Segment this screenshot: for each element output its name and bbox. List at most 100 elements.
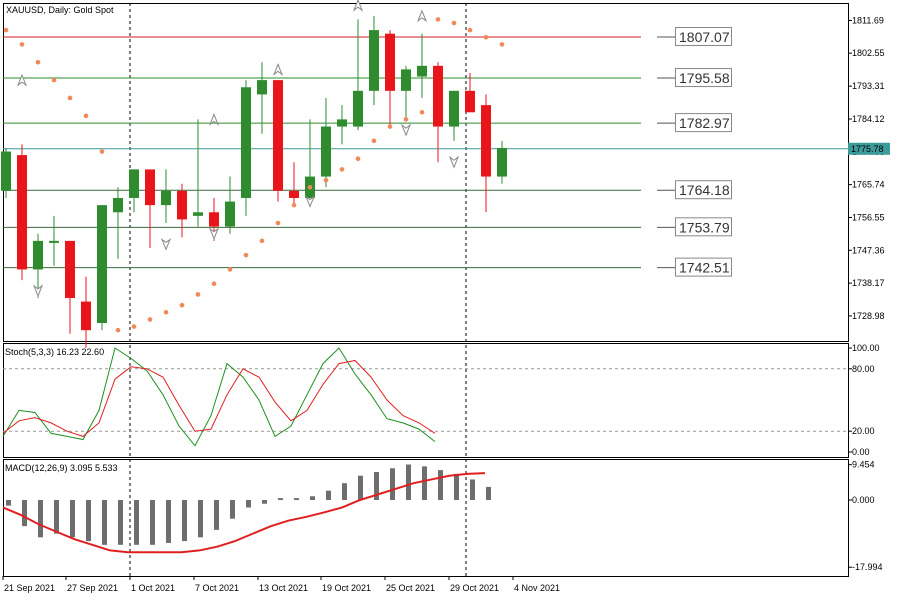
sar-dot xyxy=(499,42,505,47)
bull-candle xyxy=(225,201,235,227)
bull-candle xyxy=(497,147,507,177)
bull-candle xyxy=(241,87,251,198)
bear-candle xyxy=(65,240,75,299)
macd-histogram-bar xyxy=(278,498,283,500)
bear-candle xyxy=(273,80,283,191)
macd-histogram-bar xyxy=(326,490,331,500)
macd-histogram-bar xyxy=(102,500,107,545)
symbol-label: XAUUSD, Daily: Gold Spot xyxy=(6,5,114,15)
macd-histogram-bar xyxy=(182,500,187,542)
stoch-signal-line xyxy=(2,359,436,437)
bull-candle xyxy=(353,90,363,127)
stoch-tick-label: 80.00 xyxy=(852,364,875,374)
level-label-box xyxy=(675,180,732,200)
macd-histogram-bar xyxy=(470,479,475,500)
bull-candle xyxy=(129,169,139,198)
bull-candle xyxy=(193,212,203,216)
bull-candle xyxy=(1,151,11,191)
stoch-main-line xyxy=(2,347,436,447)
macd-label: MACD(12,26,9) 3.095 5.533 xyxy=(5,463,118,473)
symbol-label-bg xyxy=(4,4,100,15)
stoch-tick-label: 20.00 xyxy=(852,426,875,436)
level-label: 1764.18 xyxy=(679,182,730,198)
current-price-tag xyxy=(848,142,890,155)
bull-candle xyxy=(257,80,267,95)
stoch-tick-label: 100.00 xyxy=(852,343,880,353)
sar-dot xyxy=(275,220,281,226)
fractal-up-arrow xyxy=(16,73,28,87)
price-tick-label: 1802.55 xyxy=(852,48,885,58)
level-label-box xyxy=(675,113,732,133)
sar-dot xyxy=(35,59,41,65)
current-price-label: 1775.78 xyxy=(851,144,884,154)
macd-histogram-bar xyxy=(230,500,235,519)
bear-candle xyxy=(465,90,475,113)
sar-dot xyxy=(195,292,201,297)
sar-dot xyxy=(371,138,377,144)
date-tick-label: 25 Oct 2021 xyxy=(386,583,435,593)
bear-candle xyxy=(481,105,491,177)
sar-dot xyxy=(483,34,489,40)
sar-dot xyxy=(179,302,185,308)
fractal-up-arrow xyxy=(352,0,364,12)
macd-histogram-bar xyxy=(38,500,43,538)
level-label-box xyxy=(675,68,732,88)
fractal-down-arrow xyxy=(160,237,172,251)
price-tick-label: 1765.74 xyxy=(852,180,885,190)
sar-dot xyxy=(67,95,73,101)
date-tick-label: 27 Sep 2021 xyxy=(67,583,118,593)
price-tick-label: 1747.36 xyxy=(852,245,885,255)
sar-dot xyxy=(467,27,473,33)
sar-dot xyxy=(99,149,105,154)
bear-candle xyxy=(177,190,187,220)
sar-dot xyxy=(323,177,329,183)
bull-candle xyxy=(113,197,123,213)
level-label: 1742.51 xyxy=(679,260,730,276)
macd-histogram-bar xyxy=(422,466,427,500)
bull-candle xyxy=(321,126,331,177)
level-label: 1795.58 xyxy=(679,70,730,86)
bull-candle xyxy=(337,119,347,127)
sar-dot xyxy=(291,202,297,208)
bull-candle xyxy=(369,30,379,91)
bear-candle xyxy=(433,65,443,127)
fractal-up-arrow xyxy=(272,63,284,76)
macd-histogram-bar xyxy=(294,498,299,500)
fractal-down-arrow xyxy=(400,123,412,137)
sar-dot xyxy=(227,267,233,272)
macd-histogram-bar xyxy=(374,471,379,500)
stoch-panel-frame xyxy=(3,343,849,458)
macd-histogram-bar xyxy=(150,500,155,545)
macd-histogram-bar xyxy=(198,500,203,538)
sar-dot xyxy=(355,156,361,162)
macd-histogram-bar xyxy=(118,500,123,545)
sar-dot xyxy=(451,20,457,26)
sar-dot xyxy=(115,327,121,333)
bull-candle xyxy=(161,190,171,206)
sar-dot xyxy=(259,238,265,244)
sar-dot xyxy=(19,42,25,47)
macd-tick-label: 0.000 xyxy=(852,495,875,505)
macd-histogram-bar xyxy=(86,500,91,542)
macd-signal-line xyxy=(2,472,486,554)
bull-candle xyxy=(49,240,59,243)
bull-candle xyxy=(33,240,43,270)
macd-histogram-bar xyxy=(486,486,491,500)
sar-dot xyxy=(83,113,89,119)
sar-dot xyxy=(307,184,313,190)
bear-candle xyxy=(81,301,91,331)
bull-candle xyxy=(97,205,107,324)
macd-histogram-bar xyxy=(214,500,219,530)
sar-dot xyxy=(3,27,9,33)
stoch-label: Stoch(5,3,3) 16.23 22.60 xyxy=(5,347,104,357)
sar-dot xyxy=(387,124,393,129)
date-tick-label: 29 Oct 2021 xyxy=(450,583,499,593)
bull-candle xyxy=(449,90,459,127)
macd-histogram-bar xyxy=(134,500,139,545)
macd-histogram-bar xyxy=(54,500,59,534)
fractal-down-arrow xyxy=(208,227,220,241)
date-tick-label: 4 Nov 2021 xyxy=(514,583,560,593)
macd-histogram-bar xyxy=(166,500,171,543)
price-tick-label: 1793.31 xyxy=(852,81,885,91)
